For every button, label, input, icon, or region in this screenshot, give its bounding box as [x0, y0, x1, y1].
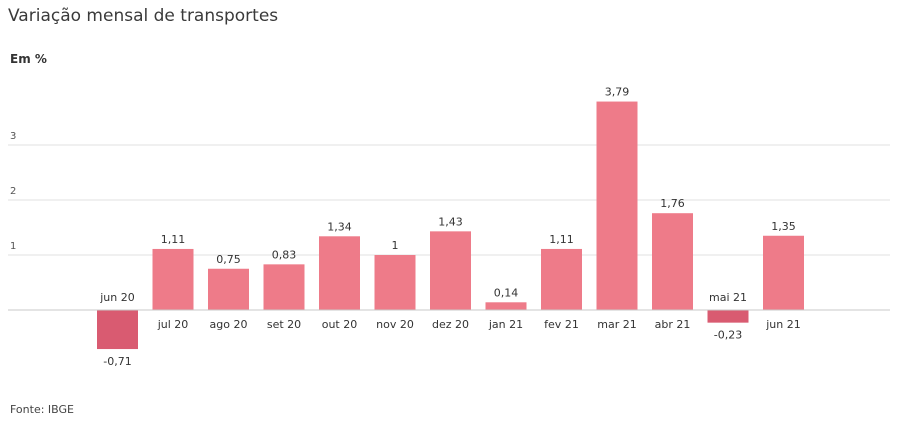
bar [707, 310, 749, 323]
chart-title: Variação mensal de transportes [8, 6, 279, 26]
bar [430, 231, 471, 310]
bar [152, 248, 194, 310]
bar [319, 236, 360, 310]
category-label: nov 20 [376, 318, 414, 331]
category-label: dez 20 [432, 318, 469, 331]
category-label: jun 20 [99, 291, 135, 304]
value-label: -0,71 [103, 355, 131, 368]
category-label: ago 20 [210, 318, 248, 331]
source-note: Fonte: IBGE [10, 403, 74, 416]
category-label: mai 21 [709, 291, 747, 304]
category-label: abr 21 [655, 318, 691, 331]
value-label: 1,76 [660, 197, 685, 210]
category-label: fev 21 [544, 318, 579, 331]
bar [97, 310, 138, 350]
bar [208, 268, 249, 310]
value-label: 1 [392, 239, 399, 252]
value-label: 1,43 [438, 215, 463, 228]
bar [652, 213, 693, 310]
y-tick-label: 3 [10, 131, 16, 142]
bar [596, 101, 638, 310]
y-axis-unit-label: Em % [10, 52, 47, 66]
value-label: -0,23 [714, 329, 742, 342]
category-label: mar 21 [597, 318, 636, 331]
bar [485, 302, 527, 310]
value-label: 0,75 [216, 253, 241, 266]
value-label: 0,14 [494, 286, 519, 299]
category-label: jul 20 [157, 318, 189, 331]
category-label: out 20 [322, 318, 358, 331]
category-label: set 20 [267, 318, 301, 331]
bar [763, 235, 804, 310]
category-label: jan 21 [488, 318, 523, 331]
bar [263, 264, 305, 310]
bar [541, 248, 582, 310]
value-label: 1,11 [161, 233, 186, 246]
value-label: 1,11 [549, 233, 574, 246]
value-label: 1,34 [327, 220, 352, 233]
category-label: jun 21 [765, 318, 801, 331]
value-label: 0,83 [272, 248, 297, 261]
y-tick-label: 2 [10, 186, 16, 197]
y-tick-label: 1 [10, 241, 16, 252]
bar [374, 255, 416, 310]
value-label: 1,35 [771, 220, 796, 233]
value-label: 3,79 [605, 86, 630, 99]
